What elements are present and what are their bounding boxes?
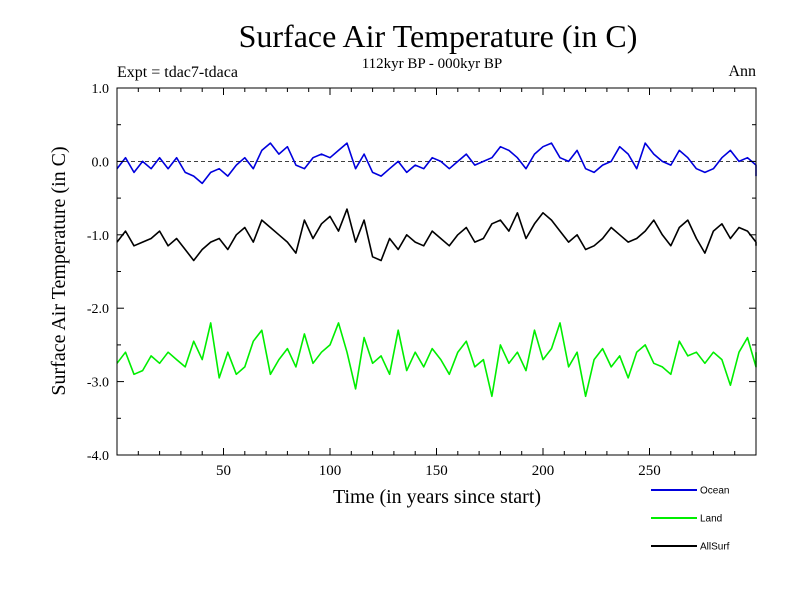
y-tick-label: -3.0 <box>87 376 109 391</box>
y-tick-label: -2.0 <box>87 302 109 317</box>
axes: 50 100 150 200 250 1.0 0.0 -1.0 -2.0 -3.0 -4.0 <box>87 82 757 479</box>
x-axis-label: Time (in years since start) <box>333 486 541 508</box>
x-tick-label: 200 <box>532 463 555 479</box>
series-line-land <box>116 322 757 398</box>
y-tick-label: -4.0 <box>87 449 109 464</box>
plot-frame <box>116 87 757 456</box>
y-tick-label: 1.0 <box>92 82 110 97</box>
series-line-ocean <box>116 142 757 185</box>
chart-subtitle: 112kyr BP - 000kyr BP <box>362 56 503 72</box>
experiment-label: Expt = tdac7-tdaca <box>117 64 238 81</box>
legend-label-ocean: Ocean <box>700 486 729 497</box>
chart-title: Surface Air Temperature (in C) <box>239 18 638 54</box>
x-tick-label: 50 <box>216 463 231 479</box>
x-tick-label: 250 <box>638 463 661 479</box>
series-line-allsurf <box>116 208 757 262</box>
y-tick-label: -1.0 <box>87 229 109 244</box>
plot-area <box>116 142 757 398</box>
y-axis-label: Surface Air Temperature (in C) <box>48 146 70 395</box>
legend-label-allsurf: AllSurf <box>700 542 730 553</box>
x-tick-label: 150 <box>425 463 448 479</box>
x-tick-label: 100 <box>319 463 342 479</box>
legend: Ocean Land AllSurf <box>651 486 730 553</box>
y-tick-label: 0.0 <box>92 155 110 170</box>
period-label: Ann <box>728 63 756 80</box>
legend-label-land: Land <box>700 514 722 525</box>
